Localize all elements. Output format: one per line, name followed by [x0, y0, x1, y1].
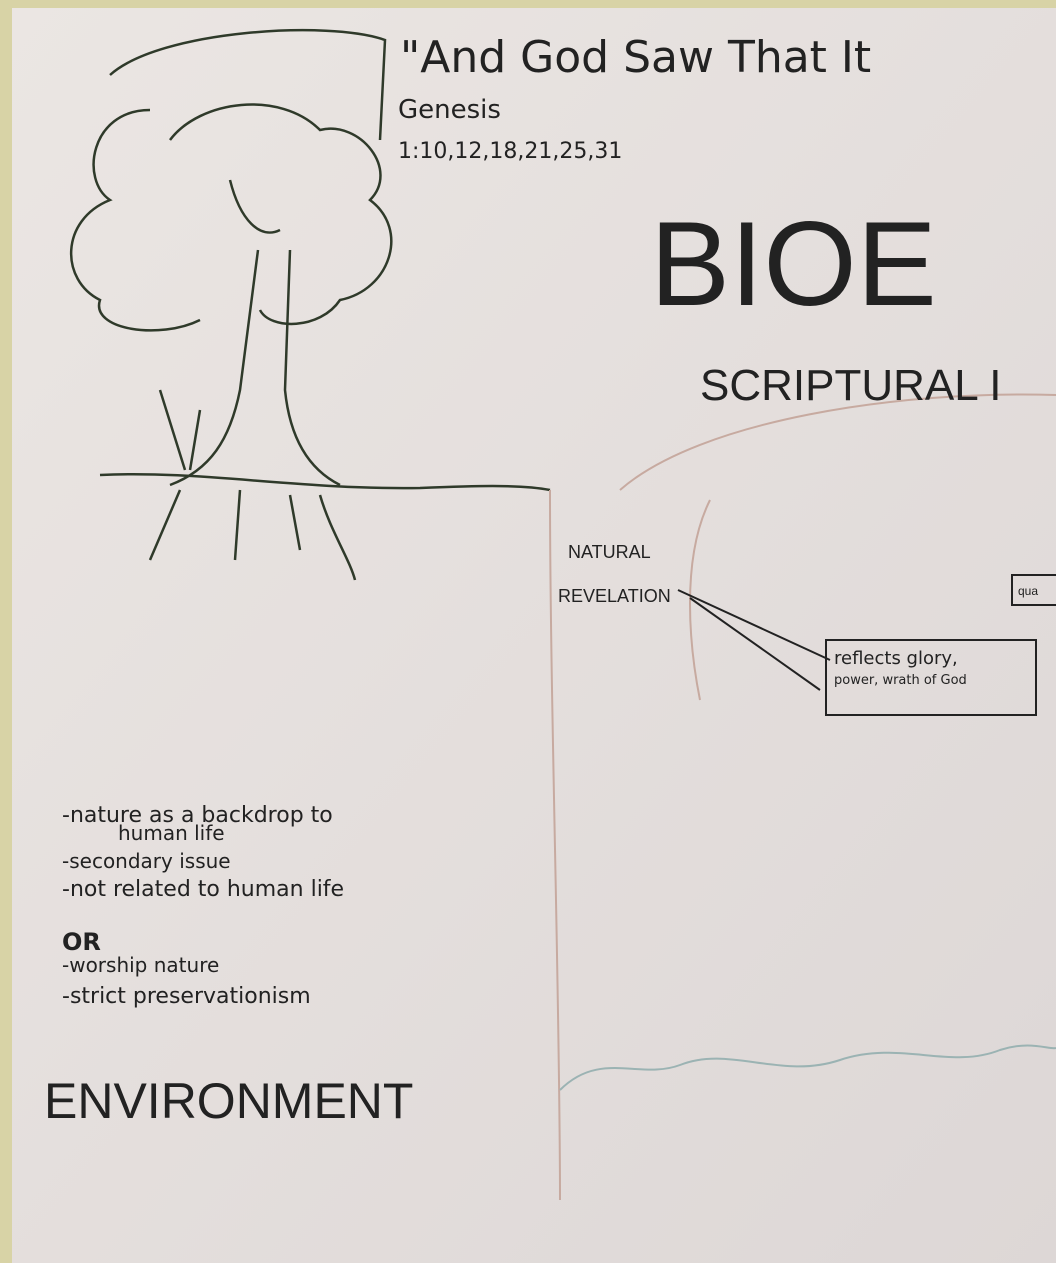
- quote: "And God Saw That It: [400, 32, 871, 83]
- note: -strict preservationism: [62, 984, 311, 1009]
- callout-text: reflects glory,: [834, 648, 958, 669]
- note: human life: [118, 821, 225, 845]
- verses: 1:10,12,18,21,25,31: [398, 139, 622, 164]
- title: BIOE: [650, 197, 937, 331]
- subtitle: SCRIPTURAL I: [700, 361, 1002, 410]
- note: -secondary issue: [62, 849, 231, 873]
- natural-revelation-line: NATURAL: [568, 542, 651, 562]
- note: -worship nature: [62, 953, 219, 977]
- natural-revelation-line: REVELATION: [558, 586, 671, 606]
- side-box-text: qua: [1018, 584, 1038, 598]
- page: {"header": {"quote": "\"And God Saw That…: [0, 0, 1056, 1263]
- note: -not related to human life: [62, 877, 344, 902]
- poster-photo: "And God Saw That It Genesis 1:10,12,18,…: [0, 0, 1056, 1263]
- separator: OR: [62, 928, 101, 956]
- environment-label: ENVIRONMENT: [44, 1073, 413, 1129]
- reference: Genesis: [398, 95, 501, 125]
- callout-text: power, wrath of God: [834, 673, 967, 688]
